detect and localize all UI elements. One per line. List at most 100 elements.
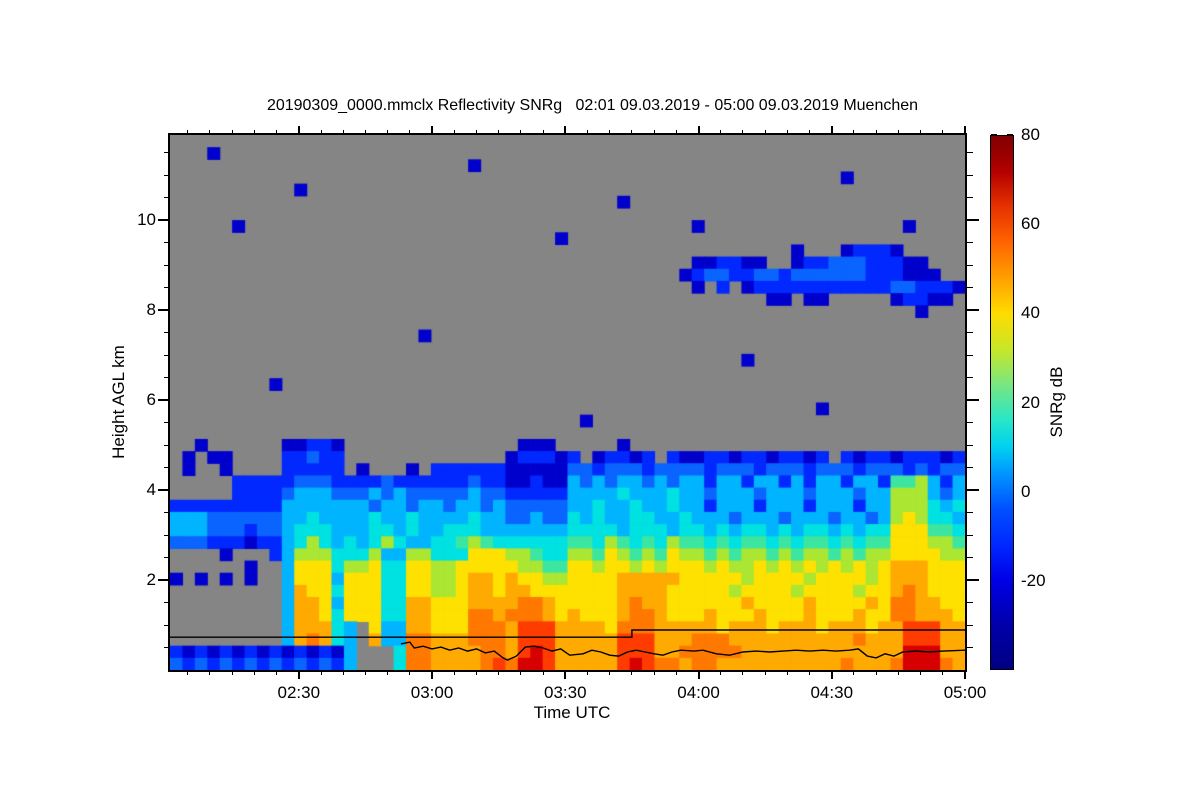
axis-tick xyxy=(897,130,899,135)
axis-tick xyxy=(158,489,170,492)
axis-tick xyxy=(187,130,189,135)
x-tick-label: 04:00 xyxy=(677,683,720,702)
axis-tick xyxy=(164,467,170,469)
axis-tick xyxy=(764,130,766,135)
x-axis-title: Time UTC xyxy=(533,703,611,722)
axis-tick xyxy=(564,670,567,679)
y-tick-label: 4 xyxy=(146,480,156,500)
axis-tick xyxy=(409,130,411,135)
axis-tick xyxy=(276,130,278,135)
axis-tick xyxy=(967,264,973,266)
axis-tick xyxy=(786,670,788,675)
axis-tick xyxy=(586,670,588,675)
axis-tick xyxy=(542,670,544,675)
axis-tick xyxy=(967,242,973,244)
axis-tick xyxy=(697,670,700,679)
axis-tick xyxy=(964,126,966,135)
axis-tick xyxy=(967,152,973,154)
axis-tick xyxy=(809,670,811,675)
axis-tick xyxy=(164,422,170,424)
axis-tick xyxy=(164,557,170,559)
axis-tick xyxy=(164,647,170,649)
axis-tick xyxy=(967,287,973,289)
axis-tick xyxy=(498,670,500,675)
axis-tick xyxy=(342,130,344,135)
axis-tick xyxy=(209,670,211,675)
axis-tick xyxy=(164,264,170,266)
axis-tick xyxy=(586,130,588,135)
x-tick-label: 04:30 xyxy=(810,683,854,702)
axis-tick xyxy=(967,219,979,222)
plot-title: 20190309_0000.mmclx Reflectivity SNRg 02… xyxy=(266,97,919,114)
axis-tick xyxy=(564,126,567,135)
axis-tick xyxy=(164,242,170,244)
x-tick-label: 03:30 xyxy=(543,683,587,702)
y-axis-title: Height AGL km xyxy=(109,345,128,459)
axis-tick xyxy=(697,126,700,135)
axis-tick xyxy=(498,130,500,135)
axis-tick xyxy=(967,332,973,334)
axis-tick xyxy=(967,197,973,199)
y-tick-label: 10 xyxy=(137,210,156,230)
axis-tick xyxy=(164,624,170,626)
axis-tick xyxy=(164,534,170,536)
axis-tick xyxy=(364,130,366,135)
axis-tick xyxy=(164,377,170,379)
colorbar-tick-label: 20 xyxy=(1021,392,1040,412)
axis-tick xyxy=(187,670,189,675)
axis-tick xyxy=(809,130,811,135)
axis-tick xyxy=(967,467,973,469)
axis-tick xyxy=(164,444,170,446)
x-tick-label: 02:30 xyxy=(277,683,321,702)
axis-tick xyxy=(967,354,973,356)
axis-tick xyxy=(297,670,300,679)
axis-tick xyxy=(164,152,170,154)
axis-tick xyxy=(542,130,544,135)
y-tick-label: 8 xyxy=(146,300,156,320)
axis-tick xyxy=(276,670,278,675)
axis-tick xyxy=(158,309,170,312)
axis-tick xyxy=(209,130,211,135)
axis-tick xyxy=(164,197,170,199)
axis-tick xyxy=(609,130,611,135)
axis-tick xyxy=(253,670,255,675)
axis-tick xyxy=(920,130,922,135)
axis-tick xyxy=(342,670,344,675)
axis-tick xyxy=(431,670,434,679)
axis-tick xyxy=(720,670,722,675)
axis-tick xyxy=(967,399,979,402)
axis-tick xyxy=(520,130,522,135)
axis-tick xyxy=(164,332,170,334)
axis-tick xyxy=(830,670,833,679)
axis-tick xyxy=(475,670,477,675)
axis-tick xyxy=(609,670,611,675)
axis-tick xyxy=(453,670,455,675)
axis-tick xyxy=(297,126,300,135)
y-tick-label: 6 xyxy=(146,390,156,410)
axis-tick xyxy=(158,219,170,222)
axis-tick xyxy=(742,130,744,135)
axis-tick xyxy=(942,670,944,675)
axis-tick xyxy=(453,130,455,135)
reflectivity-heatmap xyxy=(170,135,965,670)
axis-tick xyxy=(520,670,522,675)
axis-tick xyxy=(231,130,233,135)
x-tick-label: 03:00 xyxy=(410,683,454,702)
axis-tick xyxy=(967,512,973,514)
axis-tick xyxy=(364,670,366,675)
axis-tick xyxy=(786,130,788,135)
axis-tick xyxy=(320,130,322,135)
axis-tick xyxy=(967,422,973,424)
axis-tick xyxy=(158,399,170,402)
axis-tick xyxy=(675,130,677,135)
axis-tick xyxy=(431,126,434,135)
colorbar-title: SNRg dB xyxy=(1047,366,1066,438)
axis-tick xyxy=(475,130,477,135)
axis-tick xyxy=(967,602,973,604)
axis-tick xyxy=(964,670,966,679)
axis-tick xyxy=(942,130,944,135)
axis-tick xyxy=(409,670,411,675)
colorbar-tick-label: 40 xyxy=(1021,303,1040,323)
axis-tick xyxy=(967,557,973,559)
